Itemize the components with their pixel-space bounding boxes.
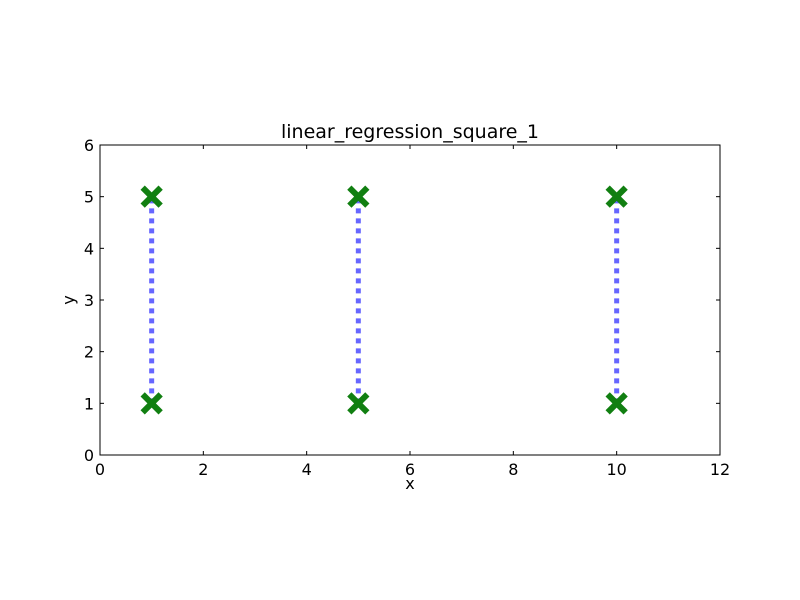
y-tick-label: 4 [84,239,94,258]
x-tick-label: 2 [198,460,208,479]
data-point-stroke [347,392,370,415]
x-tick-label: 10 [606,460,626,479]
data-point-1 [140,392,163,415]
chart-title: linear_regression_square_1 [281,121,539,143]
x-tick-label: 6 [405,460,415,479]
y-tick-label: 3 [84,291,94,310]
y-tick-label: 6 [84,136,94,155]
data-point-2 [140,185,163,208]
data-point-6 [605,185,628,208]
x-axis-label: x [405,474,414,493]
x-tick-label: 0 [95,460,105,479]
plot-area [140,185,628,415]
data-point-3 [347,392,370,415]
data-point-4 [347,185,370,208]
x-tick-label: 8 [508,460,518,479]
data-point-stroke [140,392,163,415]
data-point-stroke [605,392,628,415]
data-point-stroke [347,185,370,208]
y-tick-label: 1 [84,394,94,413]
data-point-5 [605,392,628,415]
x-tick-label: 4 [302,460,312,479]
data-point-stroke [140,185,163,208]
data-point-stroke [605,185,628,208]
x-tick-label: 12 [710,460,730,479]
y-tick-label: 0 [84,446,94,465]
y-axis: 0 1 2 3 4 5 6 [84,136,720,465]
y-tick-label: 2 [84,343,94,362]
y-tick-label: 5 [84,188,94,207]
x-axis: 0 2 4 6 8 10 12 [95,145,730,479]
y-axis-label: y [59,295,78,304]
